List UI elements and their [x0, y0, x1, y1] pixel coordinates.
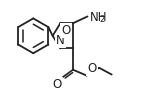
Text: N: N [56, 34, 65, 47]
Text: O: O [52, 78, 61, 91]
Text: NH: NH [89, 11, 107, 24]
Text: 2: 2 [99, 15, 104, 24]
Text: O: O [88, 62, 97, 75]
Text: O: O [61, 24, 71, 37]
